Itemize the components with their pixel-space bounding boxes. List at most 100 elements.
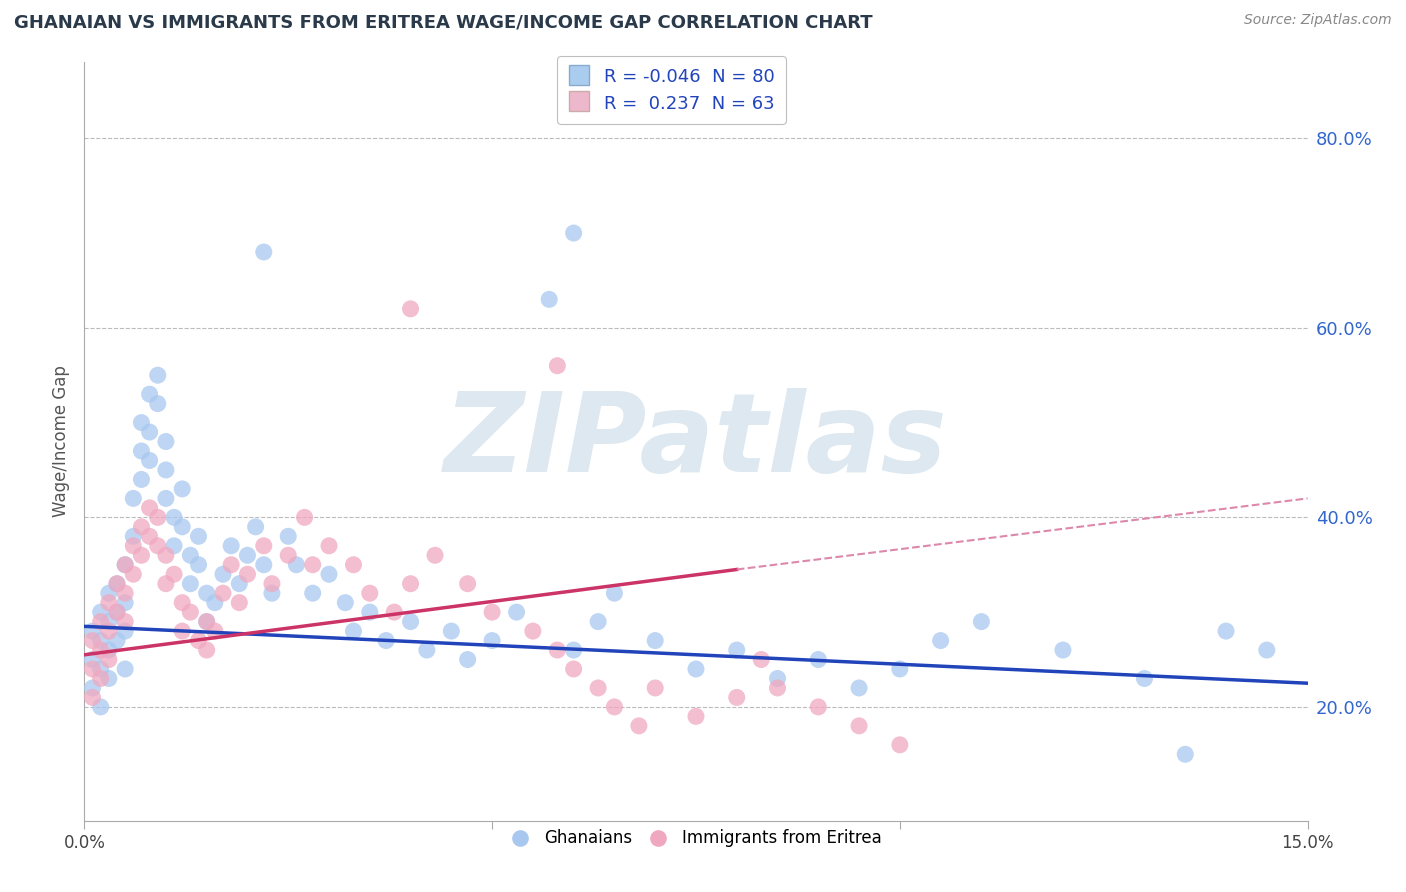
Point xyxy=(766,672,789,686)
Point xyxy=(562,643,585,657)
Point xyxy=(294,510,316,524)
Point xyxy=(1174,747,1197,762)
Point xyxy=(179,576,201,591)
Point xyxy=(457,576,479,591)
Point xyxy=(163,510,186,524)
Point xyxy=(90,615,112,629)
Point xyxy=(219,558,242,572)
Point xyxy=(375,633,398,648)
Point xyxy=(155,576,177,591)
Point xyxy=(848,719,870,733)
Point xyxy=(187,633,209,648)
Point xyxy=(1133,672,1156,686)
Point xyxy=(114,662,136,676)
Point xyxy=(172,482,194,496)
Point xyxy=(749,652,772,666)
Point xyxy=(97,586,120,600)
Text: GHANAIAN VS IMMIGRANTS FROM ERITREA WAGE/INCOME GAP CORRELATION CHART: GHANAIAN VS IMMIGRANTS FROM ERITREA WAGE… xyxy=(14,13,873,31)
Point xyxy=(90,633,112,648)
Point xyxy=(889,662,911,676)
Point xyxy=(146,510,169,524)
Point xyxy=(245,520,267,534)
Point xyxy=(82,652,104,666)
Point xyxy=(253,558,276,572)
Point xyxy=(82,681,104,695)
Text: Source: ZipAtlas.com: Source: ZipAtlas.com xyxy=(1244,13,1392,28)
Point xyxy=(603,699,626,714)
Point xyxy=(481,633,503,648)
Point xyxy=(105,633,128,648)
Point xyxy=(807,652,830,666)
Point xyxy=(627,719,650,733)
Point xyxy=(105,576,128,591)
Point xyxy=(195,643,218,657)
Point xyxy=(253,244,276,259)
Point xyxy=(187,558,209,572)
Point xyxy=(416,643,439,657)
Point xyxy=(163,567,186,582)
Point xyxy=(423,548,446,563)
Point xyxy=(97,672,120,686)
Legend: Ghanaians, Immigrants from Eritrea: Ghanaians, Immigrants from Eritrea xyxy=(503,822,889,854)
Point xyxy=(204,624,226,639)
Point xyxy=(172,596,194,610)
Point xyxy=(82,662,104,676)
Point xyxy=(114,586,136,600)
Point xyxy=(766,681,789,695)
Point xyxy=(138,500,160,515)
Y-axis label: Wage/Income Gap: Wage/Income Gap xyxy=(52,366,70,517)
Point xyxy=(90,699,112,714)
Point xyxy=(522,624,544,639)
Point xyxy=(131,520,153,534)
Point xyxy=(685,709,707,723)
Point xyxy=(301,558,323,572)
Point xyxy=(97,615,120,629)
Point xyxy=(131,473,153,487)
Point xyxy=(146,396,169,410)
Point xyxy=(163,539,186,553)
Point xyxy=(586,615,609,629)
Point xyxy=(195,615,218,629)
Point xyxy=(122,567,145,582)
Point xyxy=(277,548,299,563)
Point xyxy=(114,558,136,572)
Point xyxy=(228,576,250,591)
Point xyxy=(399,576,422,591)
Point xyxy=(204,596,226,610)
Point xyxy=(212,567,235,582)
Point xyxy=(105,605,128,619)
Point xyxy=(82,690,104,705)
Point xyxy=(195,615,218,629)
Point xyxy=(212,586,235,600)
Point xyxy=(457,652,479,666)
Point xyxy=(122,491,145,506)
Point xyxy=(138,529,160,543)
Point xyxy=(1256,643,1278,657)
Point xyxy=(260,586,283,600)
Point xyxy=(481,605,503,619)
Point xyxy=(685,662,707,676)
Point xyxy=(172,520,194,534)
Point xyxy=(277,529,299,543)
Point xyxy=(889,738,911,752)
Point xyxy=(260,576,283,591)
Point xyxy=(318,539,340,553)
Point xyxy=(97,643,120,657)
Point xyxy=(146,368,169,383)
Point xyxy=(138,453,160,467)
Point xyxy=(138,425,160,439)
Point xyxy=(155,548,177,563)
Point xyxy=(228,596,250,610)
Point xyxy=(562,226,585,240)
Point xyxy=(97,596,120,610)
Text: ZIPatlas: ZIPatlas xyxy=(444,388,948,495)
Point xyxy=(546,643,568,657)
Point xyxy=(131,416,153,430)
Point xyxy=(725,643,748,657)
Point xyxy=(807,699,830,714)
Point xyxy=(131,548,153,563)
Point xyxy=(236,548,259,563)
Point xyxy=(122,529,145,543)
Point xyxy=(131,444,153,458)
Point xyxy=(546,359,568,373)
